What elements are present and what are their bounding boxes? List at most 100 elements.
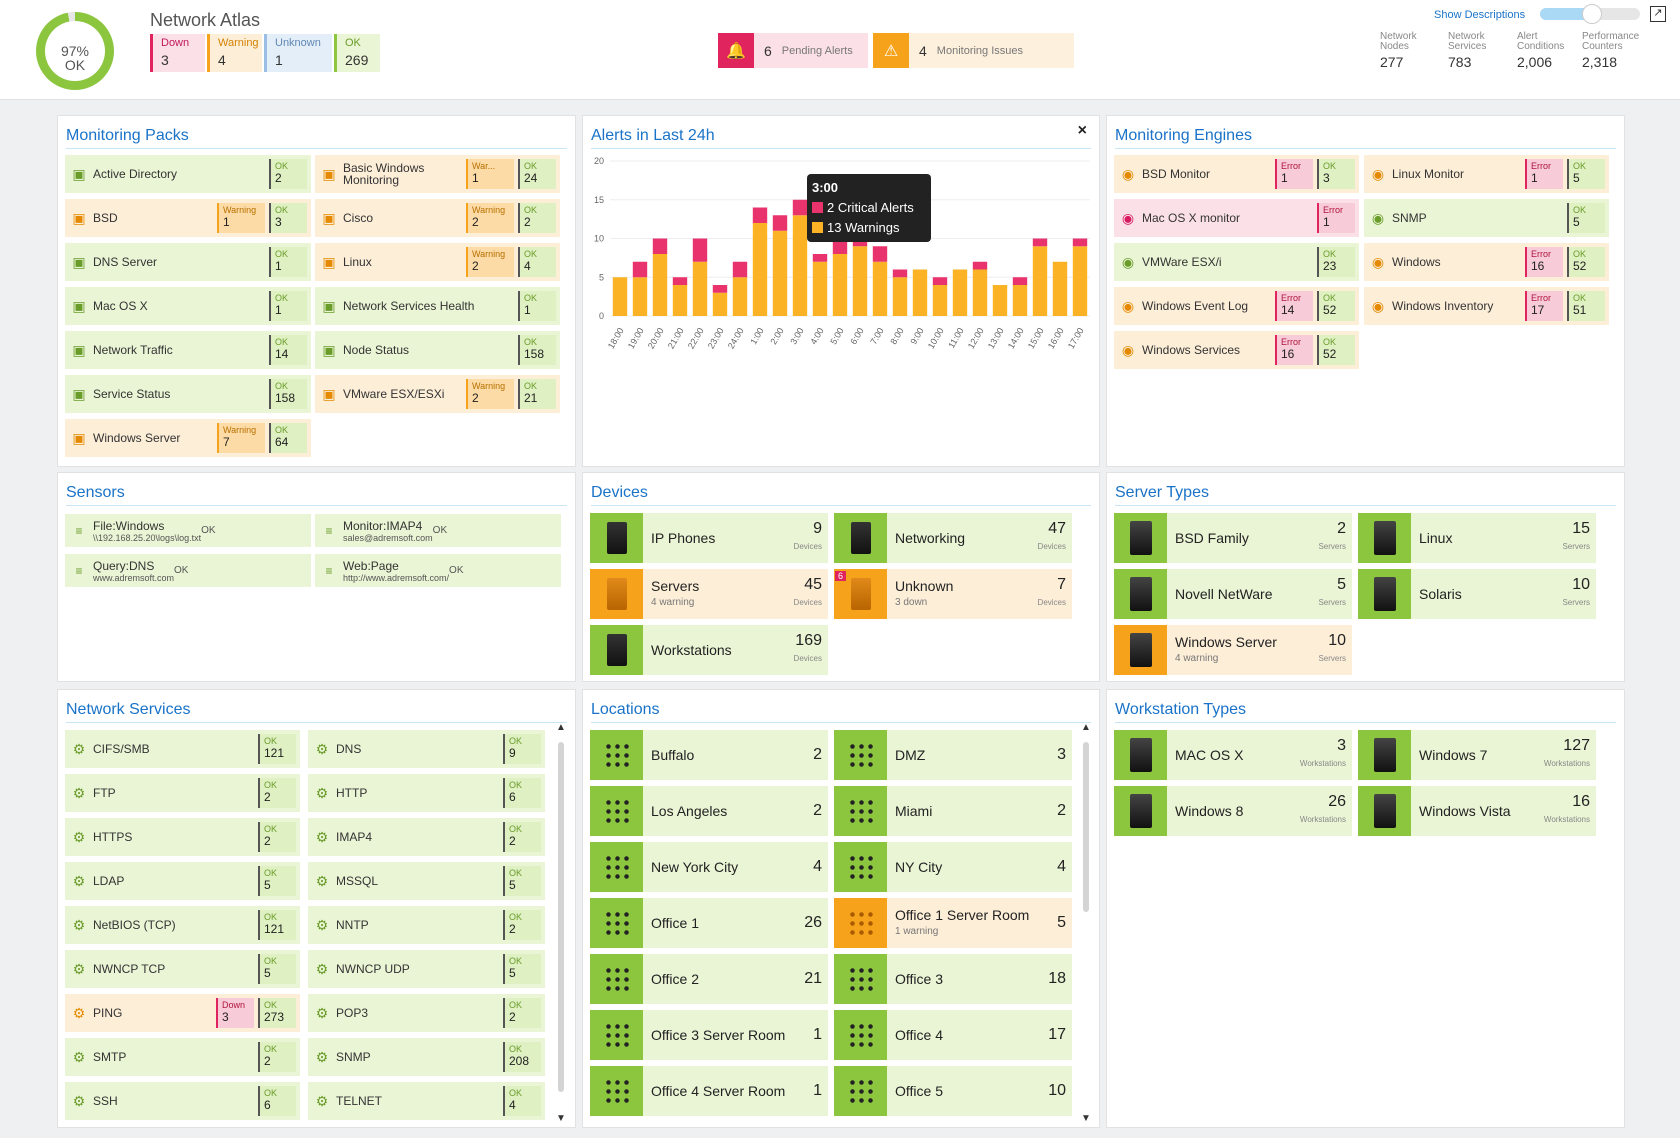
scroll-up-icon[interactable]: ▲ bbox=[556, 722, 566, 733]
summary-tile[interactable]: Buffalo 2 bbox=[590, 730, 828, 780]
summary-tile[interactable]: Networking 47 Devices bbox=[834, 513, 1072, 563]
status-tile[interactable]: ⚙ TELNET OK 4 bbox=[308, 1082, 545, 1120]
summary-tile[interactable]: Windows Server 4 warning 10 Servers bbox=[1114, 625, 1352, 675]
summary-tile[interactable]: Office 3 Server Room 1 bbox=[590, 1010, 828, 1060]
toggle-knob[interactable] bbox=[1582, 4, 1602, 24]
status-tile[interactable]: ⚙ SNMP OK 208 bbox=[308, 1038, 545, 1076]
warning-bar bbox=[912, 269, 928, 316]
summary-tile[interactable]: Office 3 18 bbox=[834, 954, 1072, 1004]
status-tile[interactable]: ▣ Network Traffic OK 14 bbox=[65, 331, 311, 369]
sensor-tile[interactable]: ≡ Monitor:IMAP4 sales@adremsoft.com OK bbox=[315, 514, 561, 547]
status-tile[interactable]: ▣ Linux Warning 2 OK 4 bbox=[315, 243, 560, 281]
summary-tile[interactable]: Solaris 10 Servers bbox=[1358, 569, 1596, 619]
summary-tile[interactable]: Windows Vista 16 Workstations bbox=[1358, 786, 1596, 836]
critical-bar bbox=[632, 261, 648, 278]
status-tile[interactable]: ▣ BSD Warning 1 OK 3 bbox=[65, 199, 311, 237]
summary-tile[interactable]: Office 4 17 bbox=[834, 1010, 1072, 1060]
tile-icon-box bbox=[590, 1066, 643, 1116]
status-count-ok[interactable]: OK 269 bbox=[334, 34, 380, 72]
tag-ok: OK 64 bbox=[269, 423, 307, 453]
critical-bar bbox=[932, 277, 948, 285]
status-tile[interactable]: ⚙ POP3 OK 2 bbox=[308, 994, 545, 1032]
summary-tile[interactable]: New York City 4 bbox=[590, 842, 828, 892]
summary-tile[interactable]: 6 Unknown 3 down 7 Devices bbox=[834, 569, 1072, 619]
status-tile[interactable]: ⚙ NNTP OK 2 bbox=[308, 906, 545, 944]
network-services-scrollbar[interactable]: ▲ ▼ bbox=[556, 722, 566, 1124]
scroll-down-icon[interactable]: ▼ bbox=[556, 1113, 566, 1124]
summary-tile[interactable]: Linux 15 Servers bbox=[1358, 513, 1596, 563]
status-tile[interactable]: ⚙ NWNCP UDP OK 5 bbox=[308, 950, 545, 988]
status-tile[interactable]: ◉ Windows Event Log Error 14 OK 52 bbox=[1114, 287, 1359, 325]
summary-tile[interactable]: Office 1 Server Room 1 warning 5 bbox=[834, 898, 1072, 948]
tile-name: VMWare ESX/i bbox=[1142, 255, 1222, 269]
status-tile[interactable]: ▣ Active Directory OK 2 bbox=[65, 155, 311, 193]
status-tile[interactable]: ▣ Mac OS X OK 1 bbox=[65, 287, 311, 325]
status-tile[interactable]: ⚙ IMAP4 OK 2 bbox=[308, 818, 545, 856]
status-tile[interactable]: ⚙ HTTP OK 6 bbox=[308, 774, 545, 812]
status-tile[interactable]: ◉ SNMP OK 5 bbox=[1364, 199, 1609, 237]
status-tile[interactable]: ⚙ DNS OK 9 bbox=[308, 730, 545, 768]
sensor-status: OK bbox=[432, 525, 448, 536]
summary-tile[interactable]: Miami 2 bbox=[834, 786, 1072, 836]
status-tile[interactable]: ◉ VMWare ESX/i OK 23 bbox=[1114, 243, 1359, 281]
summary-tile[interactable]: Los Angeles 2 bbox=[590, 786, 828, 836]
health-donut[interactable]: 97% OK bbox=[36, 12, 114, 90]
status-tile[interactable]: ⚙ SSH OK 6 bbox=[65, 1082, 300, 1120]
status-tile[interactable]: ⚙ SMTP OK 2 bbox=[65, 1038, 300, 1076]
summary-tile[interactable]: NY City 4 bbox=[834, 842, 1072, 892]
status-tile[interactable]: ◉ BSD Monitor Error 1 OK 3 bbox=[1114, 155, 1359, 193]
locations-scrollbar[interactable]: ▲ ▼ bbox=[1081, 722, 1091, 1124]
scroll-up-icon[interactable]: ▲ bbox=[1081, 722, 1091, 733]
summary-tile[interactable]: Servers 4 warning 45 Devices bbox=[590, 569, 828, 619]
summary-tile[interactable]: Novell NetWare 5 Servers bbox=[1114, 569, 1352, 619]
summary-tile[interactable]: Office 5 10 bbox=[834, 1066, 1072, 1116]
summary-tile[interactable]: Workstations 169 Devices bbox=[590, 625, 828, 675]
fullscreen-icon[interactable]: ↗ bbox=[1650, 6, 1666, 22]
summary-tile[interactable]: MAC OS X 3 Workstations bbox=[1114, 730, 1352, 780]
close-icon[interactable]: × bbox=[1077, 122, 1087, 139]
status-tile[interactable]: ▣ Basic Windows Monitoring War... 1 OK 24 bbox=[315, 155, 560, 193]
status-tile[interactable]: ◉ Windows Services Error 16 OK 52 bbox=[1114, 331, 1359, 369]
status-tile[interactable]: ⚙ NetBIOS (TCP) OK 121 bbox=[65, 906, 300, 944]
status-tile[interactable]: ◉ Mac OS X monitor Error 1 bbox=[1114, 199, 1359, 237]
sensor-tile[interactable]: ≡ Query:DNS www.adremsoft.com OK bbox=[65, 554, 311, 587]
pending-alerts-button[interactable]: 🔔 6 Pending Alerts bbox=[718, 33, 868, 68]
status-tile[interactable]: ⚙ MSSQL OK 5 bbox=[308, 862, 545, 900]
status-tile[interactable]: ▣ DNS Server OK 1 bbox=[65, 243, 311, 281]
status-tile[interactable]: ▣ Network Services Health OK 1 bbox=[315, 287, 560, 325]
status-tile[interactable]: ▣ Cisco Warning 2 OK 2 bbox=[315, 199, 560, 237]
status-tile[interactable]: ◉ Windows Inventory Error 17 OK 51 bbox=[1364, 287, 1609, 325]
show-descriptions-toggle[interactable] bbox=[1540, 4, 1640, 24]
summary-tile[interactable]: Office 2 21 bbox=[590, 954, 828, 1004]
sensor-tile[interactable]: ≡ Web:Page http://www.adremsoft.com/OK bbox=[315, 554, 561, 587]
summary-tile[interactable]: IP Phones 9 Devices bbox=[590, 513, 828, 563]
status-tile[interactable]: ⚙ FTP OK 2 bbox=[65, 774, 300, 812]
status-tile[interactable]: ⚙ LDAP OK 5 bbox=[65, 862, 300, 900]
summary-tile[interactable]: Office 4 Server Room 1 bbox=[590, 1066, 828, 1116]
warning-bar bbox=[732, 277, 748, 316]
sensor-tile[interactable]: ≡ File:Windows \\192.168.25.20\logs\log.tx… bbox=[65, 514, 311, 547]
status-count-warn[interactable]: Warning 4 bbox=[207, 34, 262, 72]
pack-icon: ▣ bbox=[72, 253, 86, 270]
summary-tile[interactable]: BSD Family 2 Servers bbox=[1114, 513, 1352, 563]
status-tile[interactable]: ▣ VMware ESX/ESXi Warning 2 OK 21 bbox=[315, 375, 560, 413]
status-count-down[interactable]: Down 3 bbox=[150, 34, 205, 72]
status-tile[interactable]: ◉ Linux Monitor Error 1 OK 5 bbox=[1364, 155, 1609, 193]
status-tile[interactable]: ⚙ HTTPS OK 2 bbox=[65, 818, 300, 856]
status-tile[interactable]: ▣ Service Status OK 158 bbox=[65, 375, 311, 413]
monitoring-issues-button[interactable]: ⚠ 4 Monitoring Issues bbox=[873, 33, 1074, 68]
status-tile[interactable]: ▣ Node Status OK 158 bbox=[315, 331, 560, 369]
status-tile[interactable]: ⚙ NWNCP TCP OK 5 bbox=[65, 950, 300, 988]
tile-label: Workstations bbox=[651, 642, 732, 658]
summary-tile[interactable]: Office 1 26 bbox=[590, 898, 828, 948]
status-tile[interactable]: ⚙ PING Down 3 OK 273 bbox=[65, 994, 300, 1032]
status-tile[interactable]: ▣ Windows Server Warning 7 OK 64 bbox=[65, 419, 311, 457]
summary-tile[interactable]: DMZ 3 bbox=[834, 730, 1072, 780]
status-count-unk[interactable]: Unknown 1 bbox=[264, 34, 332, 72]
alerts-chart: 0 5 10 15 20 18:00 19:00 20:00 21:00 22:00 23:00 24… bbox=[594, 156, 1090, 351]
summary-tile[interactable]: Windows 8 26 Workstations bbox=[1114, 786, 1352, 836]
scroll-down-icon[interactable]: ▼ bbox=[1081, 1113, 1091, 1124]
status-tile[interactable]: ⚙ CIFS/SMB OK 121 bbox=[65, 730, 300, 768]
status-tile[interactable]: ◉ Windows Error 16 OK 52 bbox=[1364, 243, 1609, 281]
summary-tile[interactable]: Windows 7 127 Workstations bbox=[1358, 730, 1596, 780]
